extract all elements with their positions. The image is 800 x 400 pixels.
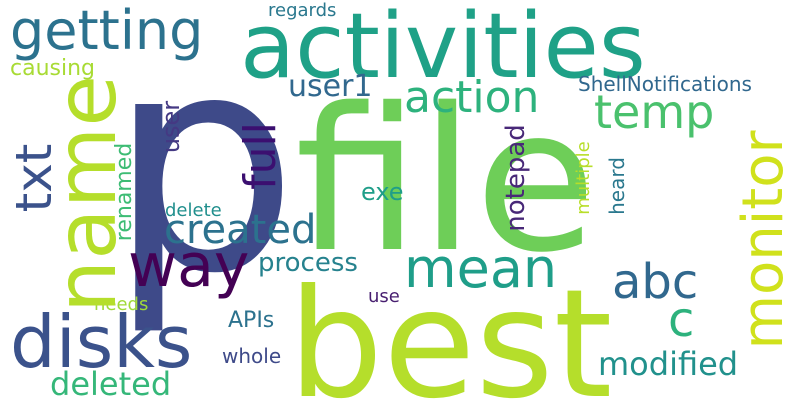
word-regards: regards [268, 0, 337, 21]
word-delete: delete [165, 200, 222, 221]
word-disks: disks [10, 300, 193, 384]
word-mean: mean [404, 237, 558, 300]
word-full: full [235, 122, 286, 190]
word-monitor: monitor [731, 130, 796, 350]
word-best: best [288, 258, 613, 400]
word-notepad: notepad [501, 124, 531, 232]
word-use: use [368, 286, 400, 307]
word-whole: whole [222, 344, 282, 368]
word-user1: user1 [288, 69, 373, 104]
word-getting: getting [10, 0, 204, 62]
word-way: way [128, 231, 250, 301]
word-heard: heard [605, 157, 629, 215]
word-process: process [258, 248, 358, 278]
word-shellnotifications: ShellNotifications [578, 72, 752, 96]
word-txt: txt [5, 143, 63, 213]
word-temp: temp [594, 85, 715, 139]
word-exe: exe [361, 178, 404, 206]
word-apis: APIs [228, 308, 275, 333]
word-file: file [295, 65, 597, 296]
word-renamed: renamed [112, 142, 137, 242]
word-modified: modified [598, 345, 739, 383]
word-action: action [404, 72, 540, 123]
word-deleted: deleted [50, 365, 172, 400]
word-needs: needs [94, 294, 149, 315]
word-p: p [108, 0, 299, 339]
word-created: created [164, 207, 317, 253]
word-user: user [157, 100, 185, 154]
word-multiple: multiple [573, 141, 594, 215]
word-causing: causing [10, 56, 96, 81]
word-c: c [668, 292, 695, 348]
word-activities: activities [240, 0, 646, 99]
word-abc: abc [612, 254, 699, 310]
